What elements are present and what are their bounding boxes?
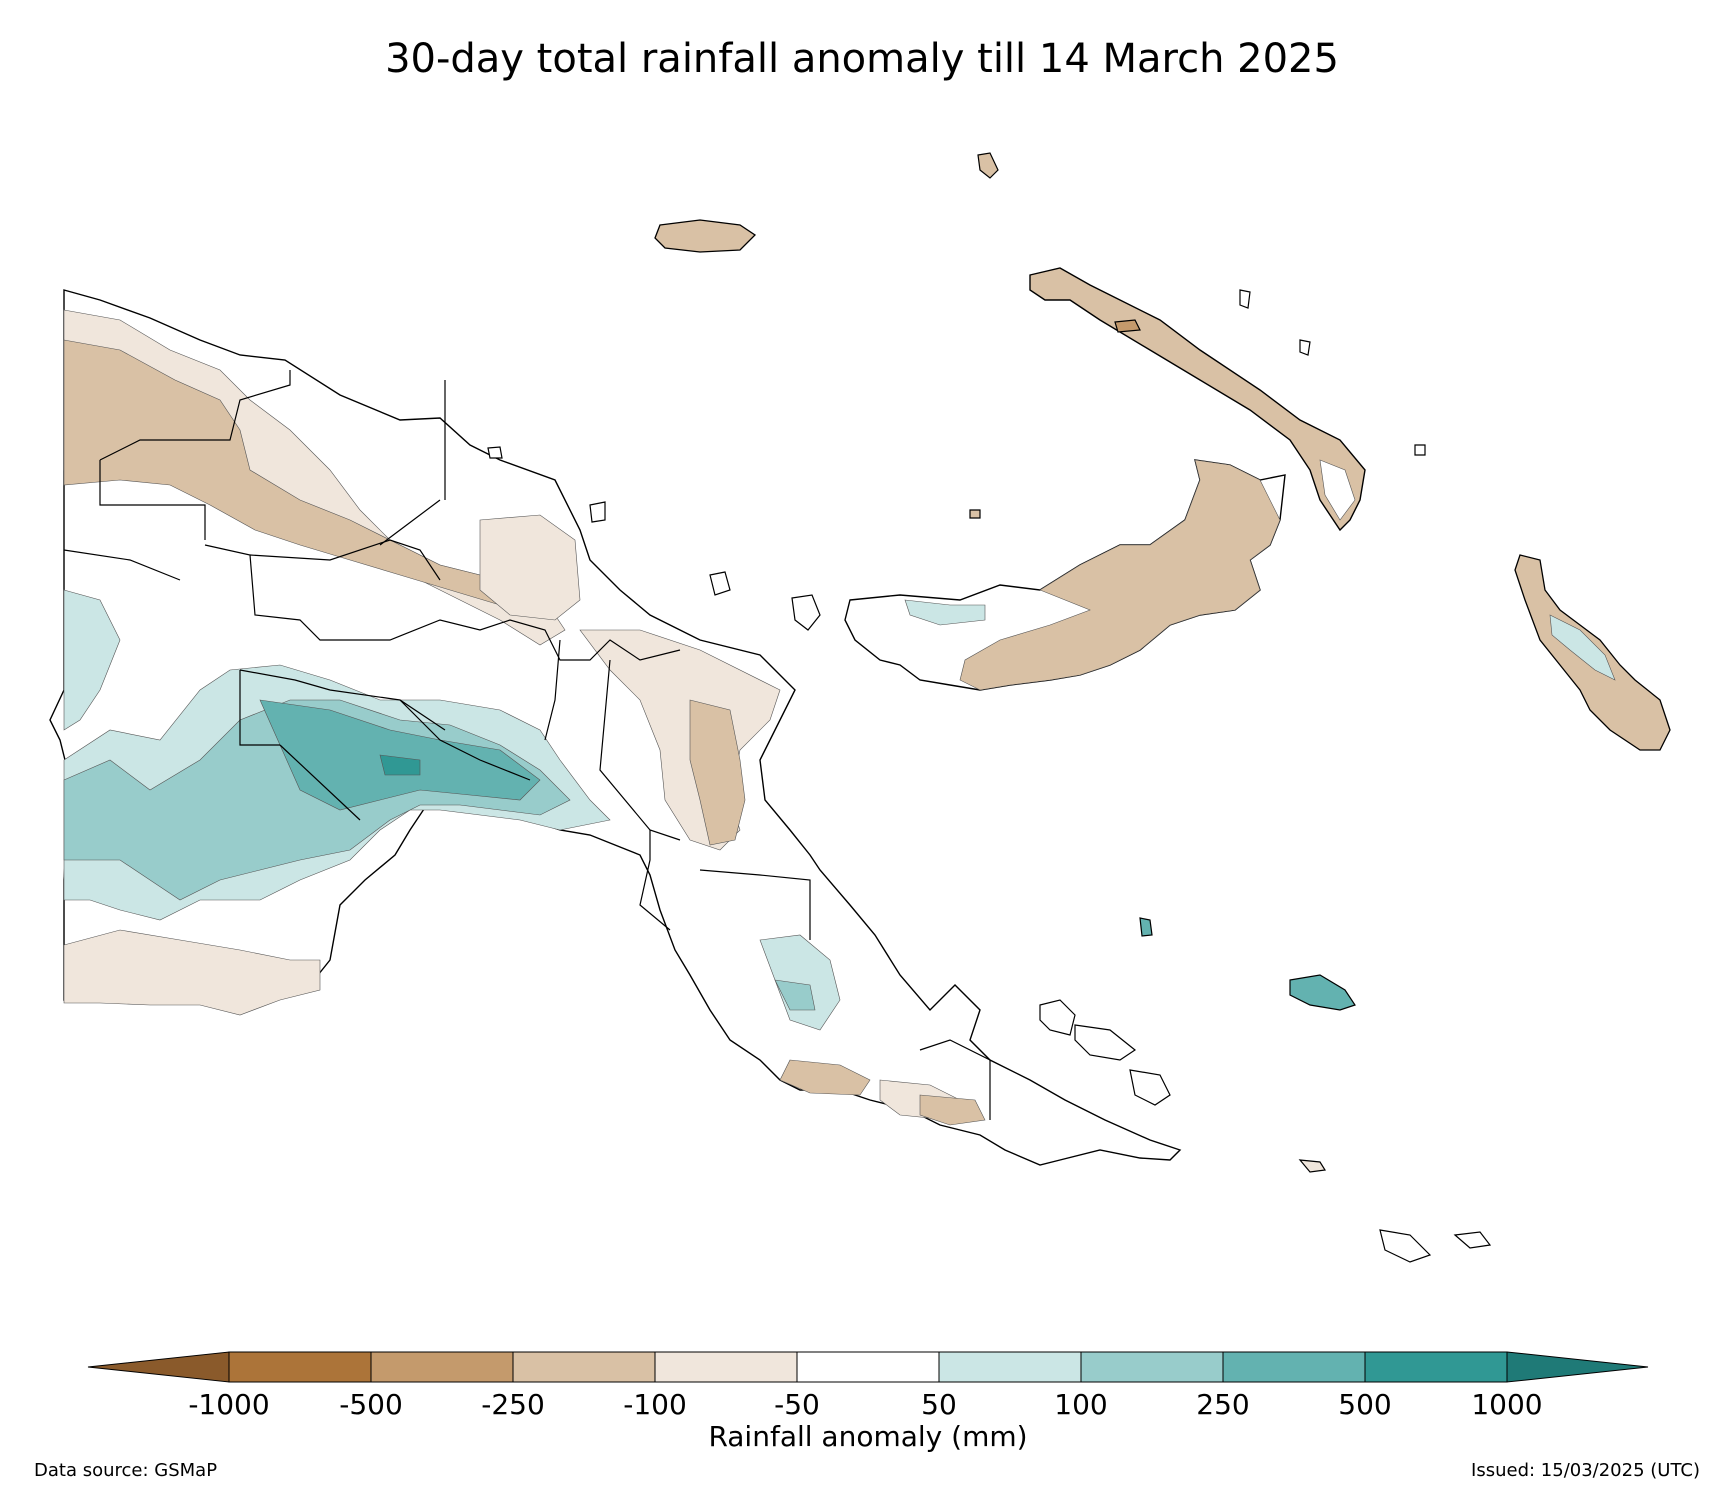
colorbar-lower-extend	[87, 1351, 230, 1383]
map-title: 30-day total rainfall anomaly till 14 Ma…	[385, 36, 1339, 82]
issued-date-note: Issued: 15/03/2025 (UTC)	[1471, 1460, 1700, 1481]
colorbar-segments	[228, 1351, 1508, 1383]
colorbar-tick: -100	[623, 1388, 687, 1421]
bougainville-wet-band	[1549, 614, 1616, 681]
new-ireland-wet-tip	[1319, 459, 1356, 521]
colorbar-tick: 500	[1338, 1388, 1391, 1421]
colorbar-tick: 1000	[1471, 1388, 1542, 1421]
new-britain-anomaly	[904, 459, 1281, 691]
colorbar-tick: -50	[774, 1388, 820, 1421]
province-borders	[63, 370, 991, 1120]
colorbar-tick: -500	[339, 1388, 403, 1421]
mainland-anomaly-fills	[63, 309, 986, 1126]
rainfall-anomaly-map	[49, 152, 1671, 1263]
colorbar-tick: 250	[1196, 1388, 1249, 1421]
colorbar-label: Rainfall anomaly (mm)	[708, 1420, 1027, 1453]
data-source-note: Data source: GSMaP	[34, 1460, 218, 1481]
colorbar-tick: 50	[921, 1388, 957, 1421]
colorbar-tick: 100	[1054, 1388, 1107, 1421]
milne-bay-islands	[1039, 917, 1492, 1263]
small-islands	[487, 152, 1426, 631]
colorbar-tick: -1000	[188, 1388, 269, 1421]
colorbar-upper-extend	[1506, 1351, 1649, 1383]
colorbar-tick: -250	[481, 1388, 545, 1421]
manus-island	[654, 219, 757, 253]
